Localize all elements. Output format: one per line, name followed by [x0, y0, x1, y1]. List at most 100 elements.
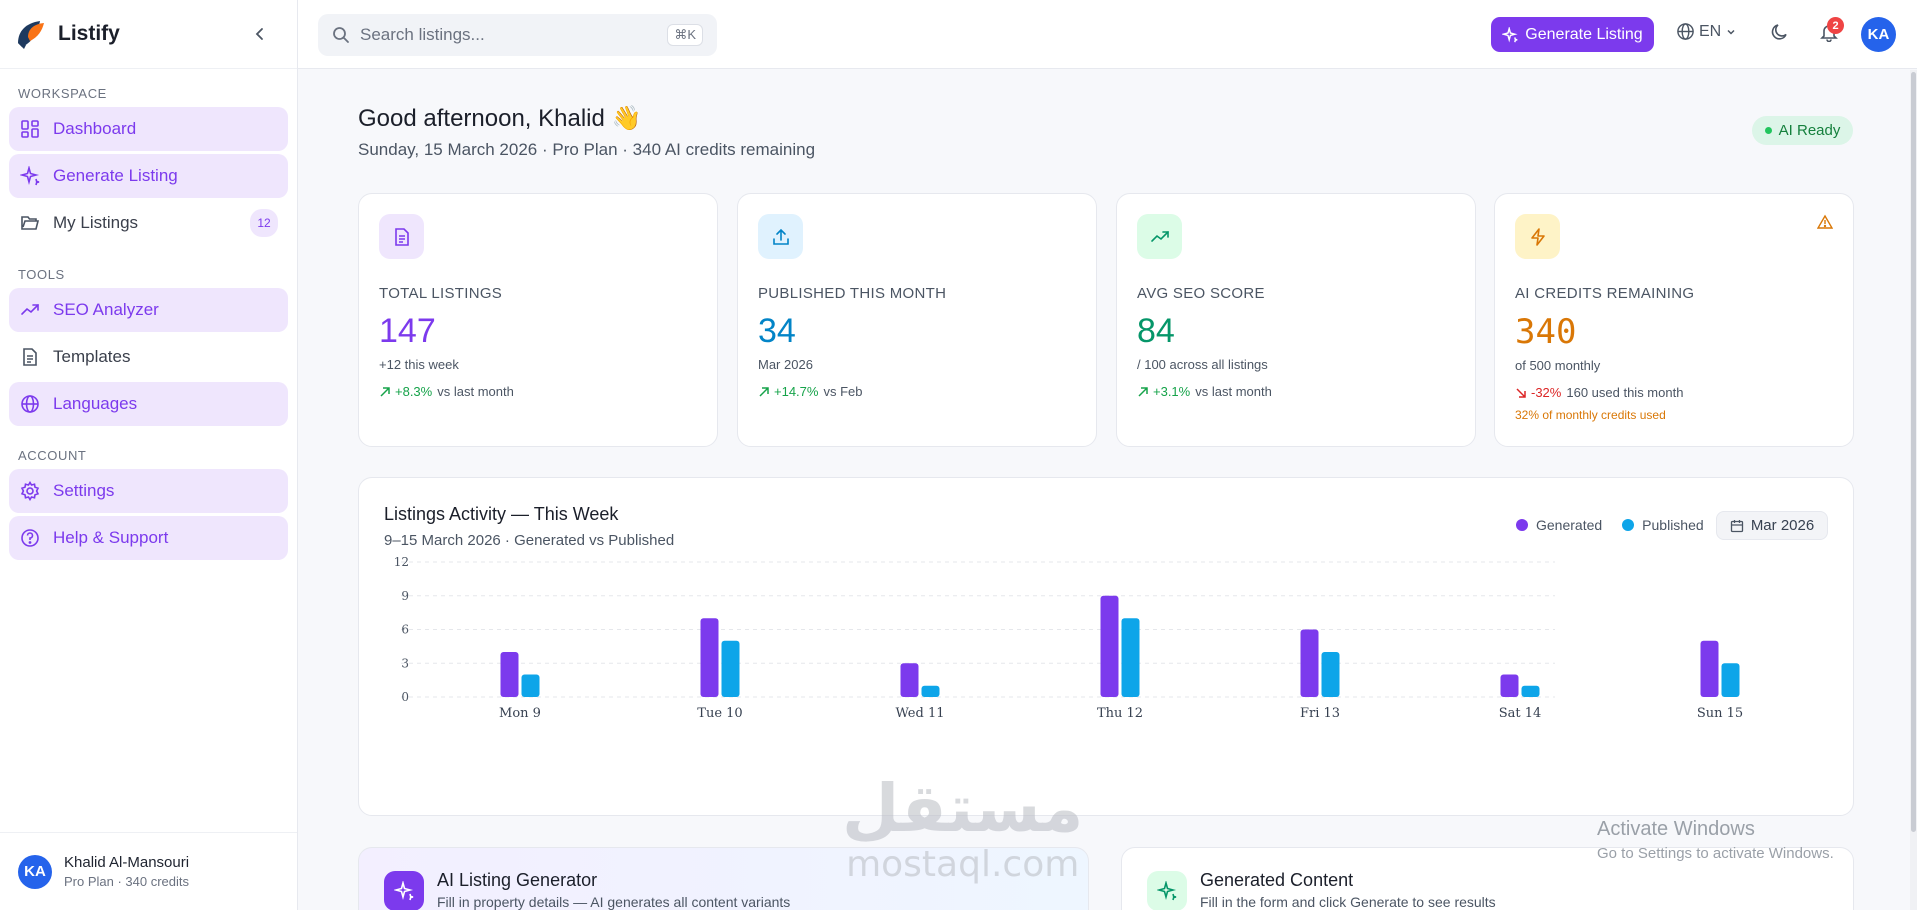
- language-switcher[interactable]: EN: [1676, 22, 1737, 41]
- sidebar-item-help-support[interactable]: Help & Support: [9, 516, 288, 560]
- bar-chart: 0 3 6 9 12 Mon 9 Tue 10 Wed 11 Thu 12 Fri 13 Sat 1…: [394, 555, 1743, 721]
- search-bar[interactable]: ⌘K: [318, 14, 717, 56]
- search-shortcut: ⌘K: [667, 24, 703, 46]
- month-label: Mar 2026: [1750, 517, 1815, 534]
- sidebar-item-templates[interactable]: Templates: [9, 335, 288, 379]
- sidebar-item-label: Templates: [53, 347, 131, 366]
- stat-trend: +14.7% vs Feb: [758, 384, 1076, 399]
- x-tick-label: Thu 12: [1097, 706, 1143, 721]
- help-circle-icon: [19, 527, 41, 549]
- stat-value: 84: [1137, 312, 1175, 350]
- legend-label: Generated: [1536, 517, 1603, 533]
- generate-listing-label: Generate Listing: [1525, 25, 1643, 43]
- mostaql-watermark: مستقل mostaql.com: [842, 776, 1083, 886]
- stat-trend: -32% 160 used this month: [1515, 385, 1833, 400]
- greeting-title: Good afternoon, Khalid 👋: [358, 105, 642, 132]
- sparkles-icon: [1147, 871, 1187, 910]
- generate-listing-button[interactable]: Generate Listing: [1491, 17, 1654, 52]
- file-text-icon: [19, 346, 41, 368]
- folder-icon: [19, 212, 41, 234]
- x-tick-label: Sun 15: [1697, 706, 1743, 721]
- stat-sub: of 500 monthly: [1515, 358, 1601, 373]
- stat-card-published[interactable]: PUBLISHED THIS MONTH 34 Mar 2026 +14.7% …: [737, 193, 1097, 447]
- sidebar-item-settings[interactable]: Settings: [9, 469, 288, 513]
- scrollbar-thumb[interactable]: [1911, 72, 1916, 832]
- stat-card-ai-credits[interactable]: AI CREDITS REMAINING 340 of 500 monthly …: [1494, 193, 1854, 447]
- bar-generated: [1700, 640, 1719, 697]
- sidebar-item-my-listings[interactable]: My Listings 12: [9, 201, 288, 245]
- greeting-subtitle: Sunday, 15 March 2026 · Pro Plan · 340 A…: [358, 140, 816, 159]
- stat-trend: +3.1% vs last month: [1137, 384, 1455, 399]
- ai-listing-generator-panel: AI Listing Generator Fill in property de…: [358, 847, 1089, 910]
- arrow-up-right-icon: [759, 386, 769, 397]
- user-profile-card[interactable]: KA Khalid Al-Mansouri Pro Plan · 340 cre…: [0, 832, 297, 910]
- stat-value: 147: [379, 312, 436, 350]
- lightning-icon: [1515, 214, 1560, 259]
- watermark-url: mostaql.com: [846, 844, 1080, 885]
- bar-published: [1121, 618, 1140, 697]
- stat-trend-text: 160 used this month: [1566, 385, 1684, 400]
- y-tick-label: 0: [401, 690, 409, 704]
- chevron-left-icon: [255, 28, 263, 40]
- stat-card-total-listings[interactable]: TOTAL LISTINGS 147 +12 this week +8.3% v…: [358, 193, 718, 447]
- stat-trend-text: vs Feb: [823, 384, 863, 399]
- sidebar: Listify WORKSPACE Dashboard Generate Lis…: [0, 0, 298, 910]
- stat-label: PUBLISHED THIS MONTH: [758, 285, 947, 302]
- moon-icon[interactable]: [1770, 22, 1790, 42]
- stat-trend-text: vs last month: [437, 384, 514, 399]
- bar-generated: [1500, 674, 1519, 697]
- warning-icon: [1817, 214, 1833, 229]
- stat-trend-percent: +3.1%: [1153, 384, 1191, 399]
- sparkles-icon: [384, 871, 424, 910]
- bar-published: [921, 685, 940, 697]
- status-text: AI Ready: [1778, 122, 1841, 139]
- activation-title: Activate Windows: [1597, 818, 1755, 840]
- y-tick-label: 12: [394, 555, 409, 569]
- bar-generated: [1300, 629, 1319, 697]
- brand: Listify: [0, 0, 297, 69]
- dashboard-icon: [19, 118, 41, 140]
- sidebar-item-languages[interactable]: Languages: [9, 382, 288, 426]
- x-tick-label: Fri 13: [1300, 706, 1340, 721]
- status-dot: [1764, 127, 1772, 134]
- sidebar-item-seo-analyzer[interactable]: SEO Analyzer: [9, 288, 288, 332]
- month-picker-button[interactable]: Mar 2026: [1716, 511, 1828, 540]
- stat-trend-percent: +14.7%: [774, 384, 819, 399]
- user-avatar-button[interactable]: KA: [1861, 17, 1896, 52]
- credits-warning: 32% of monthly credits used: [1515, 408, 1666, 422]
- panel-subtitle: Fill in property details — AI generates …: [437, 894, 791, 910]
- legend-item-published: Published: [1622, 517, 1704, 533]
- x-tick-label: Tue 10: [697, 706, 742, 721]
- search-input[interactable]: [360, 25, 660, 45]
- stat-trend: +8.3% vs last month: [379, 384, 697, 399]
- app-name: Listify: [58, 22, 120, 45]
- section-label-workspace: WORKSPACE: [18, 86, 107, 101]
- sparkles-icon: [1502, 26, 1518, 43]
- stat-value: 34: [758, 312, 796, 350]
- stat-label: AI CREDITS REMAINING: [1515, 285, 1695, 302]
- sparkles-icon: [19, 165, 41, 187]
- stat-trend-percent: +8.3%: [395, 384, 433, 399]
- sidebar-item-label: Dashboard: [53, 119, 137, 138]
- sidebar-item-dashboard[interactable]: Dashboard: [9, 107, 288, 151]
- bar-generated: [700, 618, 719, 697]
- globe-icon: [1677, 23, 1694, 40]
- file-text-icon: [379, 214, 424, 259]
- user-name: Khalid Al-Mansouri: [64, 854, 190, 871]
- chart-legend: Generated Published: [1516, 517, 1724, 533]
- collapse-sidebar-button[interactable]: [249, 23, 271, 45]
- stat-label: AVG SEO SCORE: [1137, 285, 1265, 302]
- search-icon: [333, 27, 349, 43]
- bar-published: [1521, 685, 1540, 697]
- sidebar-item-label: Languages: [53, 394, 138, 413]
- y-tick-label: 6: [401, 623, 409, 637]
- chart-title: Listings Activity — This Week: [384, 504, 619, 524]
- sidebar-item-generate-listing[interactable]: Generate Listing: [9, 154, 288, 198]
- legend-label: Published: [1642, 517, 1704, 533]
- stat-sub: Mar 2026: [758, 357, 813, 372]
- bar-generated: [900, 663, 919, 697]
- stat-sub: / 100 across all listings: [1137, 357, 1268, 372]
- stat-card-seo-score[interactable]: AVG SEO SCORE 84 / 100 across all listin…: [1116, 193, 1476, 447]
- listify-logo-icon: [18, 21, 44, 49]
- stat-value: 340: [1515, 312, 1577, 352]
